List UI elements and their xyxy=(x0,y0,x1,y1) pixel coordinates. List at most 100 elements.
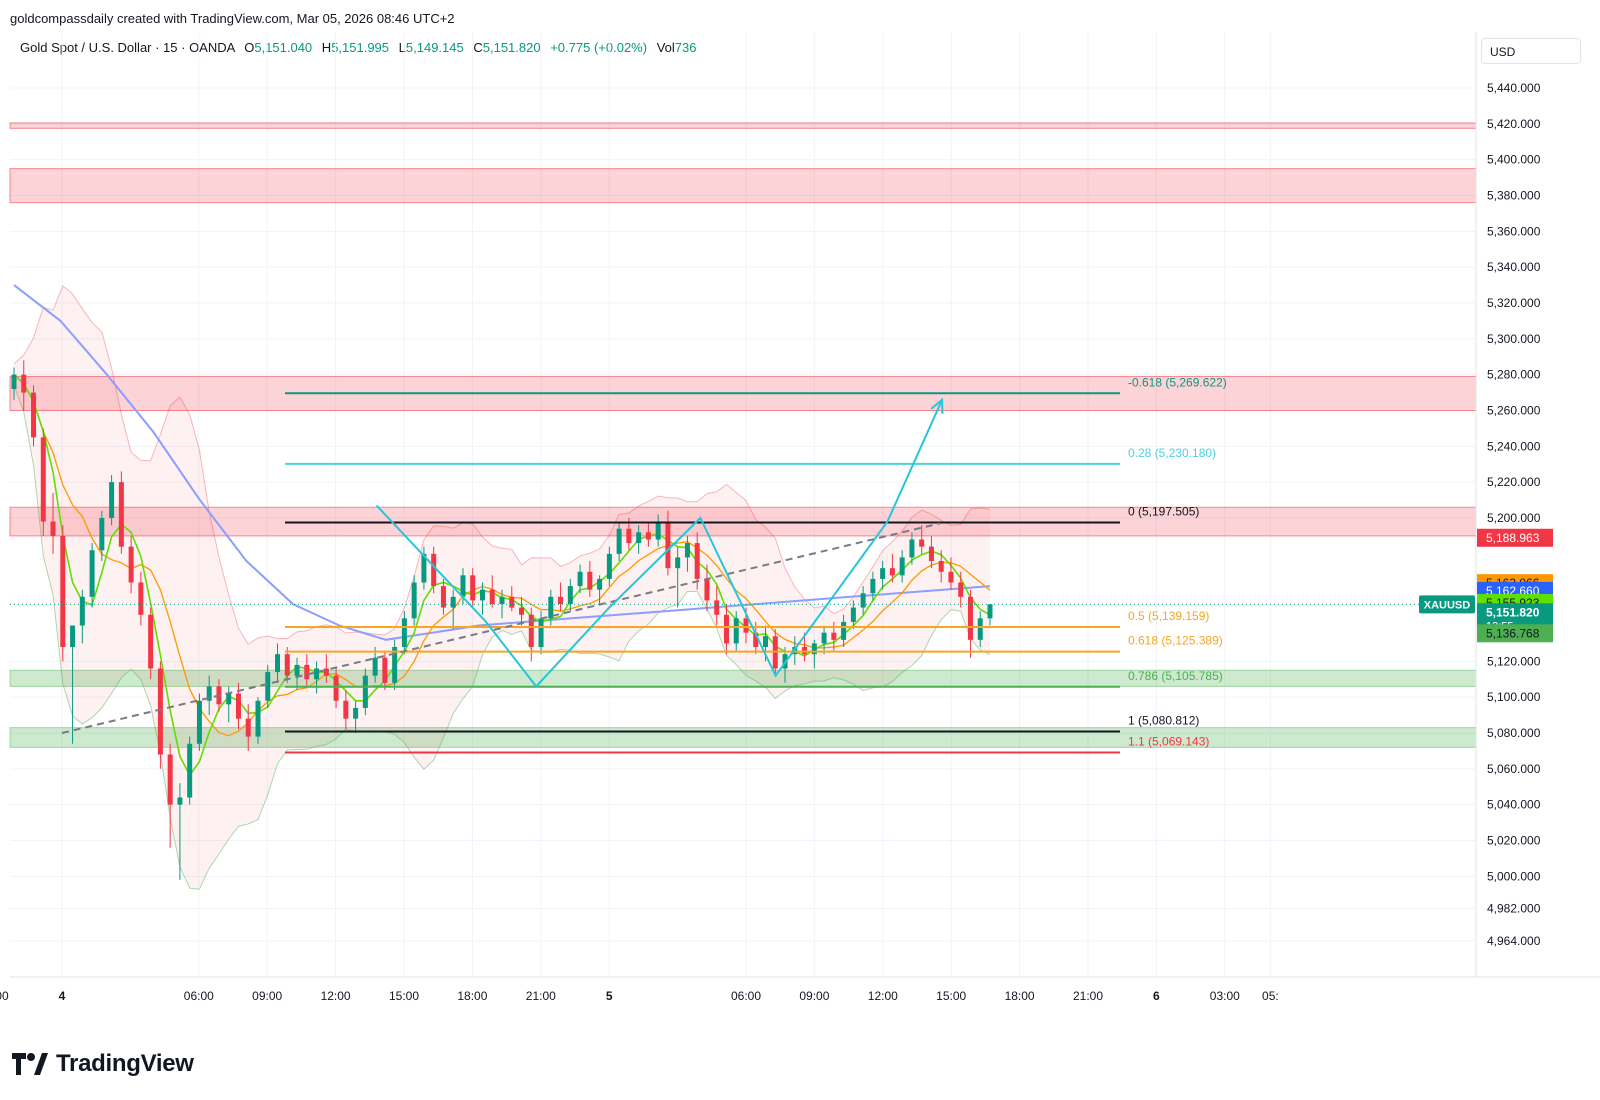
x-tick-label: 06:00 xyxy=(731,989,761,1003)
symbol-legend: Gold Spot / U.S. Dollar · 15 · OANDA O5,… xyxy=(20,40,696,55)
y-tick-label: 5,380.000 xyxy=(1487,189,1541,203)
candle-body xyxy=(606,553,612,579)
low-label: L xyxy=(398,40,406,55)
x-tick-label: 21:00 xyxy=(0,989,9,1003)
high-value: 5,151.995 xyxy=(331,40,390,55)
candle-body xyxy=(714,600,720,615)
fib-level-label: 1.1 (5,069.143) xyxy=(1128,734,1209,748)
candle-body xyxy=(733,618,739,644)
candle-body xyxy=(567,586,573,604)
resistance-zone xyxy=(9,168,1477,204)
candle-body xyxy=(460,575,466,597)
candle-body xyxy=(440,586,446,608)
open-value: 5,151.040 xyxy=(254,40,313,55)
candle-body xyxy=(333,675,339,701)
price-chart[interactable]: -0.618 (5,269.622) 0.28 (5,230.180) 0 (5,1… xyxy=(0,32,1600,1072)
candle-body xyxy=(128,546,134,583)
x-tick-label: 21:00 xyxy=(1073,989,1103,1003)
candle-body xyxy=(519,607,525,615)
candles xyxy=(11,360,993,880)
candle-body xyxy=(860,593,866,608)
close-label: C xyxy=(473,40,483,55)
volume-value: 736 xyxy=(674,40,697,55)
fib-level-label: 0 (5,197.505) xyxy=(1128,504,1199,518)
x-tick-label: 18:00 xyxy=(457,989,487,1003)
price-labels: 5,188.9635,163.0665,162.6605,155.9235,15… xyxy=(1477,528,1553,643)
candle-body xyxy=(977,618,983,640)
candle-body xyxy=(206,686,212,701)
candle-body xyxy=(21,374,27,393)
candle-body xyxy=(372,657,378,676)
candle-body xyxy=(187,743,193,798)
low-value: 5,149.145 xyxy=(405,40,464,55)
chart-credit: goldcompassdaily created with TradingVie… xyxy=(10,11,455,26)
candle-body xyxy=(353,707,359,719)
change-value: +0.775 (+0.02%) xyxy=(550,40,648,55)
x-tick-label: 09:00 xyxy=(799,989,829,1003)
candle-body xyxy=(821,632,827,644)
candle-body xyxy=(587,571,593,590)
x-tick-label: 12:00 xyxy=(868,989,898,1003)
candle-body xyxy=(148,614,154,669)
candle-body xyxy=(70,625,76,647)
tradingview-logo[interactable]: TradingView xyxy=(12,1050,194,1078)
candle-body xyxy=(323,668,329,676)
candle-body xyxy=(763,636,769,647)
x-tick-label: 15:00 xyxy=(389,989,419,1003)
candle-body xyxy=(99,518,105,551)
candle-body xyxy=(675,557,681,569)
x-tick-label: 05: xyxy=(1262,989,1279,1003)
candle-body xyxy=(421,553,427,583)
candle-body xyxy=(811,643,817,655)
candle-body xyxy=(558,596,564,604)
x-tick-label: 09:00 xyxy=(252,989,282,1003)
candle-body xyxy=(967,596,973,640)
candle-body xyxy=(314,668,320,680)
candle-body xyxy=(284,654,290,676)
candle-body xyxy=(382,657,388,683)
currency-selector[interactable]: USD xyxy=(1481,38,1581,64)
x-tick-label: 12:00 xyxy=(321,989,351,1003)
candle-body xyxy=(694,543,700,579)
y-tick-label: 5,020.000 xyxy=(1487,834,1541,848)
candle-body xyxy=(245,718,251,737)
candle-body xyxy=(870,578,876,594)
y-tick-label: 5,080.000 xyxy=(1487,726,1541,740)
tradingview-wordmark: TradingView xyxy=(56,1050,194,1077)
axes: 5,440.000 5,420.000 5,400.000 5,380.000 5,36… xyxy=(0,32,1600,1003)
fib-level-label: -0.618 (5,269.622) xyxy=(1128,375,1227,389)
y-tick-label: 5,040.000 xyxy=(1487,798,1541,812)
candle-body xyxy=(138,582,144,615)
pattern-drawings[interactable]: XAUUSD xyxy=(10,397,1476,734)
candle-body xyxy=(431,553,437,587)
open-label: O xyxy=(244,40,255,55)
candle-body xyxy=(60,535,66,647)
candle-body xyxy=(850,607,856,622)
candle-body xyxy=(723,614,729,644)
candle-body xyxy=(167,754,173,805)
high-label: H xyxy=(321,40,332,55)
pattern-path xyxy=(375,399,944,688)
candle-body xyxy=(802,647,808,655)
candle-body xyxy=(362,675,368,708)
fib-level-label: 0.786 (5,105.785) xyxy=(1128,669,1223,683)
band-upper xyxy=(13,285,991,645)
candle-body xyxy=(665,521,671,569)
candle-body xyxy=(636,532,642,544)
candle-body xyxy=(275,654,281,673)
x-tick-label: 06:00 xyxy=(184,989,214,1003)
y-tick-label: 4,982.000 xyxy=(1487,902,1541,916)
y-tick-label: 5,280.000 xyxy=(1487,368,1541,382)
candle-body xyxy=(909,539,915,558)
candle-body xyxy=(509,596,515,608)
candle-body xyxy=(109,482,115,518)
y-tick-label: 5,420.000 xyxy=(1487,117,1541,131)
pattern-arrowhead xyxy=(930,397,944,414)
x-tick-label: 4 xyxy=(59,989,66,1003)
y-tick-label: 5,240.000 xyxy=(1487,439,1541,453)
candle-body xyxy=(479,589,485,601)
candle-body xyxy=(470,575,476,601)
candle-body xyxy=(489,589,495,604)
symbol-title[interactable]: Gold Spot / U.S. Dollar · 15 · OANDA xyxy=(20,40,235,55)
y-tick-label: 5,000.000 xyxy=(1487,869,1541,883)
